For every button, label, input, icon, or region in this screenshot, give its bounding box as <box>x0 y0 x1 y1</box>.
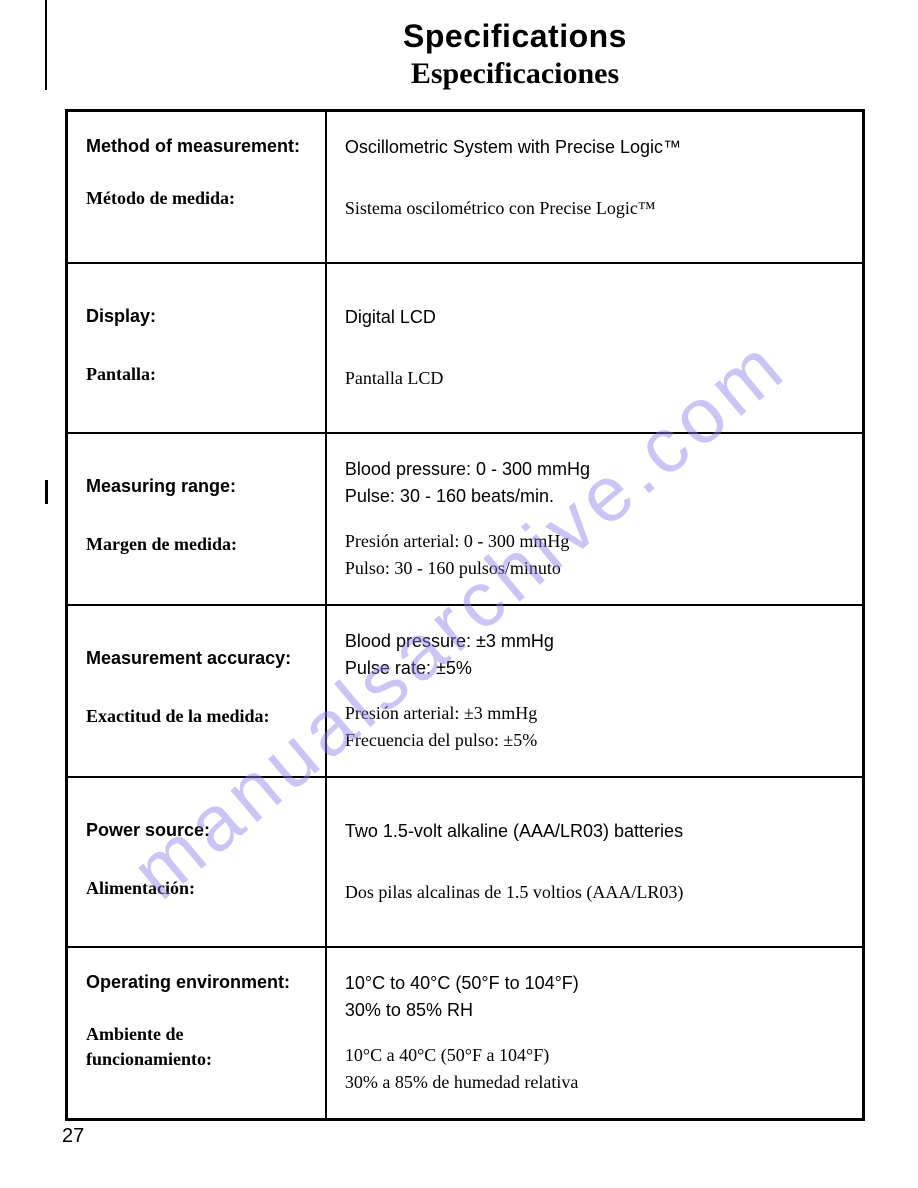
value-en: Digital LCD <box>345 304 844 331</box>
label-en: Power source: <box>86 818 307 842</box>
table-row: Measuring range: Margen de medida: Blood… <box>67 433 864 605</box>
label-es: Método de medida: <box>86 186 307 210</box>
title-block: Specifications Especificaciones <box>305 18 725 91</box>
value-en: Oscillometric System with Precise Logic™ <box>345 134 844 161</box>
value-es: Pantalla LCD <box>345 365 844 392</box>
table-row: Power source: Alimentación: Two 1.5-volt… <box>67 777 864 947</box>
label-en: Measurement accuracy: <box>86 646 307 670</box>
value-es-line1: 10°C a 40°C (50°F a 104°F) <box>345 1042 844 1069</box>
value-es: Sistema oscilométrico con Precise Logic™ <box>345 195 844 222</box>
value-es-line2: Frecuencia del pulso: ±5% <box>345 727 844 754</box>
table-row: Method of measurement: Método de medida:… <box>67 111 864 264</box>
value-en: Two 1.5-volt alkaline (AAA/LR03) batteri… <box>345 818 844 845</box>
value-es: Dos pilas alcalinas de 1.5 voltios (AAA/… <box>345 879 844 906</box>
title-es: Especificaciones <box>305 57 725 91</box>
label-es: Margen de medida: <box>86 532 307 556</box>
page: manualsarchive.com Specifications Especi… <box>0 0 918 1188</box>
table-row: Display: Pantalla: Digital LCD Pantalla … <box>67 263 864 433</box>
label-es: Pantalla: <box>86 362 307 386</box>
label-es: Ambiente de funcionamiento: <box>86 1022 307 1071</box>
label-es: Alimentación: <box>86 876 307 900</box>
value-en-line1: 10°C to 40°C (50°F to 104°F) <box>345 970 844 997</box>
value-en-line1: Blood pressure: ±3 mmHg <box>345 628 844 655</box>
label-en: Method of measurement: <box>86 134 307 158</box>
table-row: Operating environment: Ambiente de funci… <box>67 947 864 1120</box>
value-es-line2: 30% a 85% de humedad relativa <box>345 1069 844 1096</box>
left-margin-tick <box>45 480 48 504</box>
label-en: Measuring range: <box>86 474 307 498</box>
label-en: Operating environment: <box>86 970 307 994</box>
value-en-line2: Pulse: 30 - 160 beats/min. <box>345 483 844 510</box>
label-en: Display: <box>86 304 307 328</box>
value-es-line2: Pulso: 30 - 160 pulsos/minuto <box>345 555 844 582</box>
label-es: Exactitud de la medida: <box>86 704 307 728</box>
table-row: Measurement accuracy: Exactitud de la me… <box>67 605 864 777</box>
page-number: 27 <box>62 1125 84 1148</box>
value-en-line2: Pulse rate: ±5% <box>345 655 844 682</box>
value-en-line2: 30% to 85% RH <box>345 997 844 1024</box>
title-en: Specifications <box>305 18 725 55</box>
value-es-line1: Presión arterial: ±3 mmHg <box>345 700 844 727</box>
spec-table: Method of measurement: Método de medida:… <box>65 109 865 1121</box>
value-en-line1: Blood pressure: 0 - 300 mmHg <box>345 456 844 483</box>
left-margin-rule <box>45 0 47 90</box>
value-es-line1: Presión arterial: 0 - 300 mmHg <box>345 528 844 555</box>
